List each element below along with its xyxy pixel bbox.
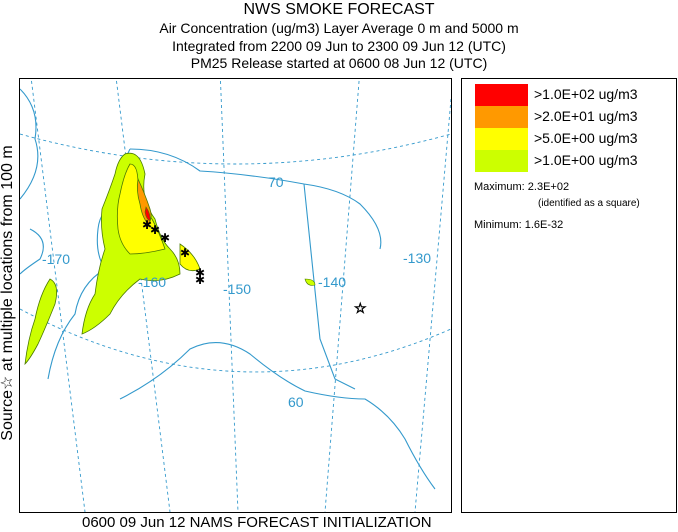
coastline-south <box>119 342 436 490</box>
title: NWS SMOKE FORECAST <box>243 1 435 18</box>
longitude-lines <box>30 79 451 512</box>
border-line <box>303 183 356 390</box>
legend-swatch-yellow <box>475 128 528 150</box>
plume-southeast <box>179 243 201 272</box>
subtitle-integration: Integrated from 2200 09 Jun to 2300 09 J… <box>172 38 506 54</box>
longitude-minus130-line <box>414 98 451 512</box>
legend-swatch-red <box>475 84 528 106</box>
source-location-label: Source☆ at multiple locations from 100 m <box>0 145 16 441</box>
latitude-70-label: 70 <box>268 174 284 190</box>
forecast-initialization-footer: 0600 09 Jun 12 NAMS FORECAST INITIALIZAT… <box>82 514 432 531</box>
source-star-icon: ✱ <box>195 266 205 280</box>
legend-panel: >1.0E+02 ug/m3 >2.0E+01 ug/m3 >5.0E+00 u… <box>461 78 677 513</box>
legend-label-lime: >1.0E+00 ug/m3 <box>534 152 638 168</box>
legend-label-orange: >2.0E+01 ug/m3 <box>534 108 638 124</box>
coastline-siberia <box>20 88 39 200</box>
plume-west-band <box>24 278 58 366</box>
source-star-icon: ✱ <box>142 218 152 232</box>
legend-maximum: Maximum: 2.3E+02 <box>474 181 570 193</box>
subtitle-concentration: Air Concentration (ug/m3) Layer Average … <box>159 20 519 36</box>
source-star-icon: ✱ <box>195 273 205 287</box>
legend-swatch-orange <box>475 106 528 128</box>
smoke-forecast-map[interactable]: ✱ ✱ ✱ ✱ ✱ ✱ ☆ 70 60 -170 -160 -150 -140 … <box>19 78 452 513</box>
longitude-minus170-line <box>30 79 86 512</box>
legend-swatch-lime <box>475 150 528 172</box>
latitude-lines <box>20 133 451 373</box>
coastline-arctic <box>129 148 382 250</box>
source-star-icon: ✱ <box>180 246 190 260</box>
latitude-60-line <box>20 308 451 373</box>
longitude-minus140-label: -140 <box>318 274 346 290</box>
smoke-plume <box>24 152 316 366</box>
longitude-minus160-line <box>115 79 171 512</box>
longitude-minus140-line <box>324 79 360 512</box>
plume-level-4 <box>144 206 151 222</box>
legend-minimum: Minimum: 1.6E-32 <box>474 219 564 231</box>
source-star-icon: ✱ <box>160 231 170 245</box>
longitude-minus130-label: -130 <box>403 250 431 266</box>
graticule-labels: 70 60 -170 -160 -150 -140 -130 <box>42 174 431 410</box>
source-star-icon: ☆ <box>354 301 367 317</box>
legend-maximum-note: (identified as a square) <box>538 198 640 209</box>
longitude-minus150-label: -150 <box>223 281 251 297</box>
legend-label-red: >1.0E+02 ug/m3 <box>534 86 638 102</box>
source-star-icon: ✱ <box>150 223 160 237</box>
longitude-minus150-line <box>219 79 239 512</box>
map-canvas: ✱ ✱ ✱ ✱ ✱ ✱ ☆ 70 60 -170 -160 -150 -140 … <box>20 79 451 512</box>
source-markers: ✱ ✱ ✱ ✱ ✱ ✱ ☆ <box>142 218 367 317</box>
latitude-60-label: 60 <box>288 394 304 410</box>
subtitle-release: PM25 Release started at 0600 08 Jun 12 (… <box>190 55 488 71</box>
plume-east-patch <box>304 278 316 286</box>
longitude-minus160-label: -160 <box>138 274 166 290</box>
legend-label-yellow: >5.0E+00 ug/m3 <box>534 130 638 146</box>
latitude-70-line <box>20 133 451 165</box>
coastline-islands <box>20 228 44 275</box>
longitude-minus170-label: -170 <box>42 251 70 267</box>
